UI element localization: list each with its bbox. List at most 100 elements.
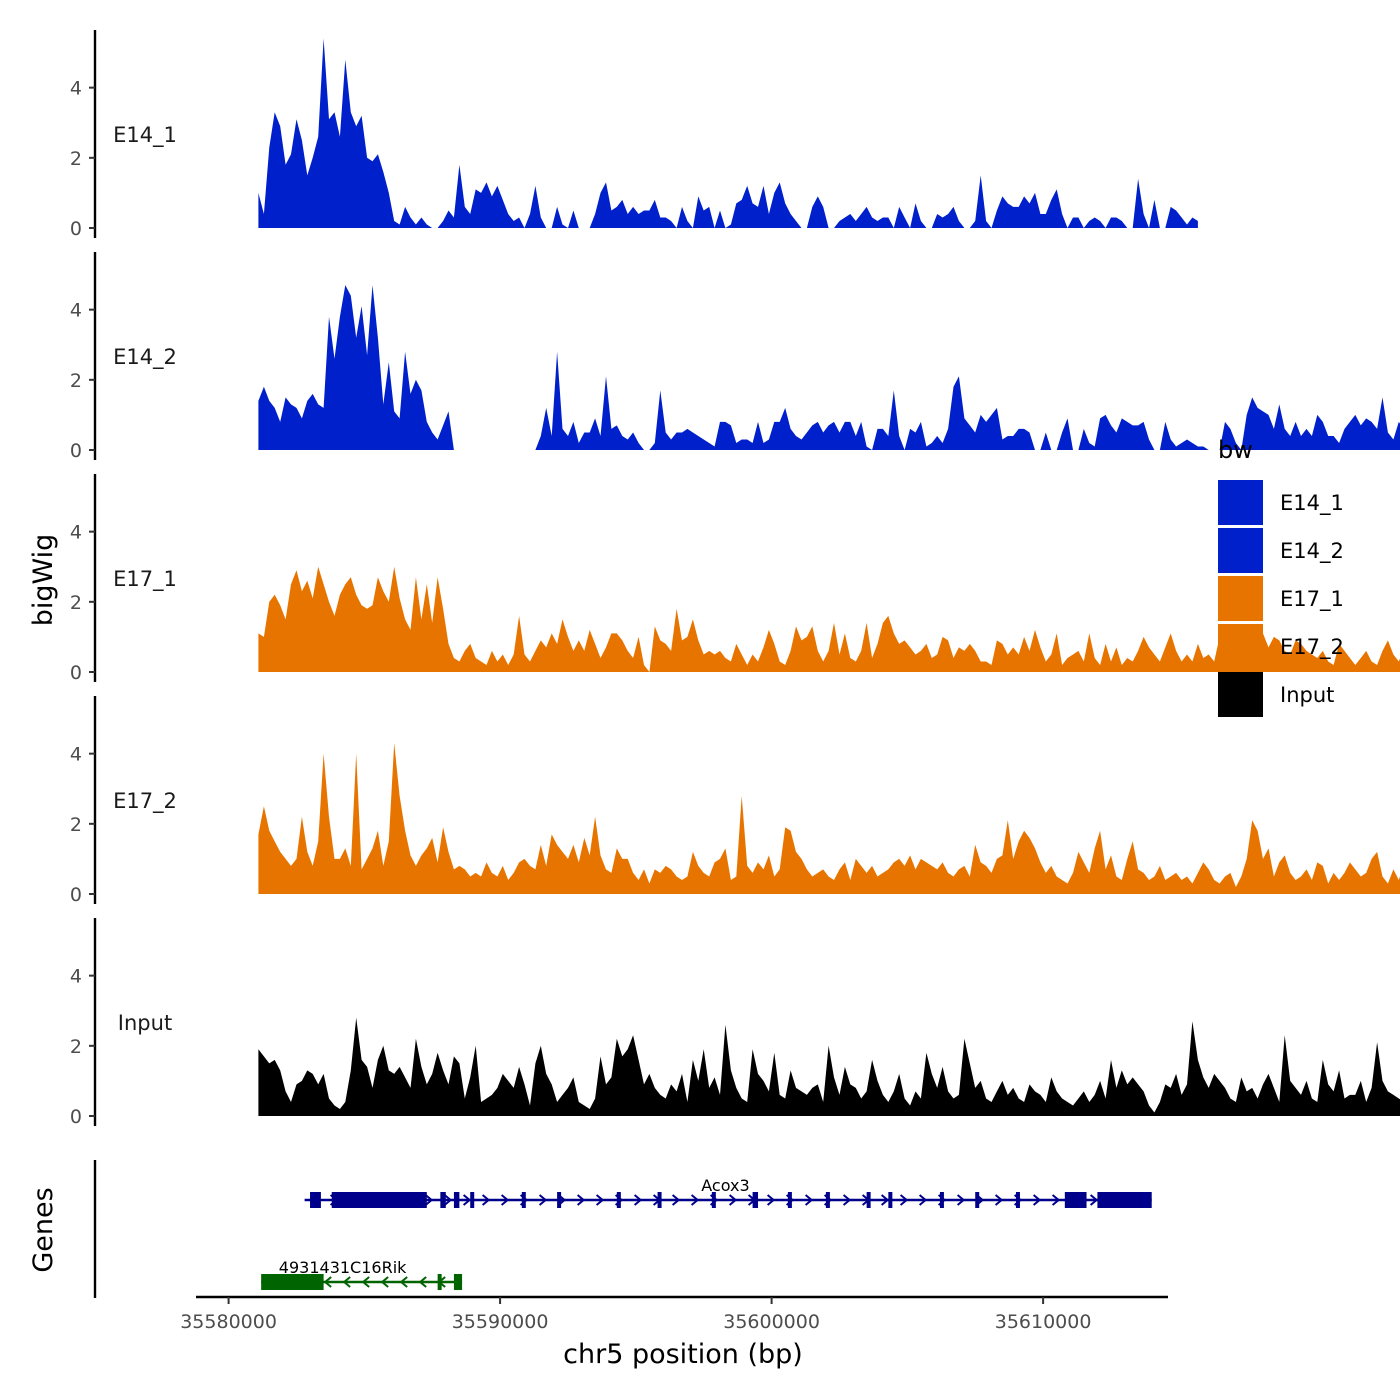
track-label: E14_1 [113,123,177,148]
strand-chevron [766,1194,776,1206]
y-tick-label: 2 [70,148,82,170]
track-label: Input [118,1011,172,1035]
strand-chevron [671,1194,681,1206]
coverage-area-e14-2 [258,285,1400,450]
strand-chevron [956,1194,966,1206]
track-e14-1: 0 2 4 E14_1 [70,30,1198,240]
strand-chevron [500,1194,510,1206]
gene-exon [437,1274,442,1290]
coverage-area-e17-1 [258,566,1400,672]
y-tick-label: 4 [70,300,82,322]
strand-chevron [538,1194,548,1206]
y-tick-label: 0 [70,1106,82,1128]
y-axis-title: bigWig [28,534,59,627]
legend-swatch [1218,480,1263,525]
y-tick-label: 0 [70,218,82,240]
gene-exon [1015,1192,1020,1208]
x-tick-label: 35600000 [723,1311,820,1333]
track-label: E17_2 [113,789,177,814]
legend-item-e17-2: E17_2 [1218,624,1344,669]
strand-chevron [842,1194,852,1206]
gene-exon [711,1192,716,1208]
strand-chevron [880,1194,890,1206]
strand-chevron [728,1194,738,1206]
strand-chevron [323,1276,332,1288]
legend-swatch [1218,672,1263,717]
x-tick-label: 35590000 [452,1311,549,1333]
coverage-area-e14-1 [258,38,1198,228]
strand-chevron [443,1194,453,1206]
gene-exon [866,1192,871,1208]
y-tick-label: 0 [70,440,82,462]
strand-chevron [918,1194,928,1206]
legend-label: E17_2 [1280,635,1344,660]
strand-chevron [633,1194,643,1206]
y-tick-label: 0 [70,884,82,906]
track-input: 0 2 4 Input [70,918,1400,1128]
y-tick-label: 2 [70,814,82,836]
gene-4931431c16rik: 4931431C16Rik [261,1258,463,1290]
strand-chevron [576,1194,586,1206]
legend-label: E14_2 [1280,539,1344,564]
gene-exon [310,1192,321,1208]
legend: bw E14_1 E14_2 E17_1 E17_2 Input [1218,436,1344,717]
strand-chevron [361,1276,370,1288]
gene-exon [825,1192,830,1208]
y-tick-label: 4 [70,522,82,544]
legend-label: E14_1 [1280,491,1344,516]
track-e17-1: 0 2 4 E17_1 [70,474,1400,684]
strand-chevron [804,1194,814,1206]
gene-exon [975,1192,980,1208]
x-tick-label: 35610000 [995,1311,1092,1333]
gene-exon [939,1192,944,1208]
gene-name-label: Acox3 [701,1176,749,1195]
strand-chevron [424,1194,434,1206]
track-e14-2: 0 2 4 E14_2 [70,252,1400,462]
legend-title: bw [1218,436,1253,464]
x-axis-title: chr5 position (bp) [563,1339,803,1370]
gene-acox3: Acox3 [304,1176,1152,1208]
strand-chevron [481,1194,491,1206]
strand-chevron [1089,1194,1099,1206]
track-label: E14_2 [113,345,177,370]
gene-exon [470,1192,475,1208]
gene-exon [453,1192,460,1208]
gene-panel: Acox3 4931431C16Rik [93,1160,1152,1298]
y-tick-label: 0 [70,662,82,684]
track-label: E17_1 [113,567,177,592]
track-e17-2: 0 2 4 E17_2 [70,696,1400,906]
gene-exon [1097,1192,1152,1208]
strand-chevron [462,1194,472,1206]
gene-exon [440,1192,446,1208]
gene-exon [1064,1192,1087,1208]
legend-swatch [1218,528,1263,573]
legend-label: E17_1 [1280,587,1344,612]
strand-chevron [342,1276,351,1288]
gene-exon [521,1192,526,1208]
strand-chevron [899,1194,909,1206]
gene-exon [557,1192,562,1208]
gene-exon [888,1192,893,1208]
gene-exon [331,1192,427,1208]
gene-exon [787,1192,792,1208]
legend-swatch [1218,576,1263,621]
y-tick-label: 4 [70,966,82,988]
strand-chevron [1051,1194,1061,1206]
x-axis: 35580000 35590000 35600000 35610000 [180,1295,1168,1333]
legend-item-e17-1: E17_1 [1218,576,1344,621]
y-tick-label: 2 [70,592,82,614]
y-tick-label: 4 [70,78,82,100]
coverage-tracks: 0 2 4 E14_1 0 2 4 E14_2 0 2 4 E17_1 0 2 4 E17_2 0 2 4 Input [70,30,1400,1128]
strand-chevron [399,1276,408,1288]
gene-exon [616,1192,621,1208]
legend-item-input: Input [1218,672,1334,717]
strand-chevron [1032,1194,1042,1206]
coverage-area-input [258,1017,1400,1116]
strand-chevron [994,1194,1004,1206]
gene-name-label: 4931431C16Rik [279,1258,407,1277]
strand-chevron [595,1194,605,1206]
y-tick-label: 2 [70,1036,82,1058]
gene-exon [453,1274,463,1290]
y-tick-label: 2 [70,370,82,392]
